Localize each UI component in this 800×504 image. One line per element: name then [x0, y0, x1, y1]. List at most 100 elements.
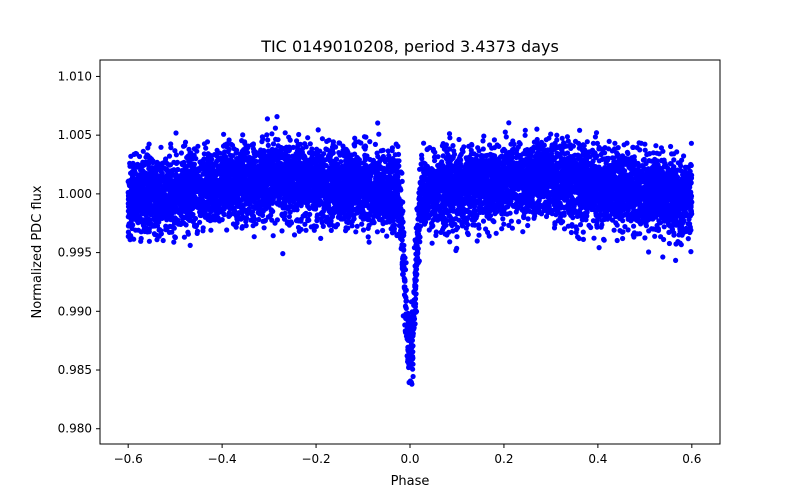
data-point: [318, 235, 324, 241]
data-point: [668, 143, 674, 150]
data-point: [456, 136, 462, 143]
data-point: [380, 227, 386, 234]
data-point: [361, 134, 368, 140]
data-point: [480, 218, 487, 224]
data-point: [173, 130, 179, 136]
data-point: [282, 130, 288, 136]
data-point: [375, 120, 381, 126]
data-point: [614, 237, 620, 244]
data-point: [307, 141, 313, 147]
data-point: [366, 239, 372, 245]
data-point: [572, 138, 579, 144]
data-point: [490, 218, 496, 224]
data-point: [688, 249, 694, 255]
data-point: [476, 225, 482, 231]
data-point: [580, 229, 586, 235]
data-point: [302, 221, 308, 227]
data-point: [168, 141, 174, 147]
data-point: [564, 134, 571, 140]
data-point: [687, 221, 693, 227]
data-point: [470, 222, 476, 228]
data-point: [319, 136, 325, 142]
data-point: [577, 222, 584, 228]
data-point: [440, 153, 446, 159]
data-point: [584, 139, 590, 145]
data-point: [171, 239, 177, 245]
data-point: [178, 150, 184, 156]
data-point: [265, 137, 271, 143]
data-point: [384, 233, 390, 239]
data-point: [303, 227, 309, 233]
data-point: [354, 223, 360, 229]
data-point: [270, 141, 277, 147]
data-point: [399, 170, 405, 176]
data-point: [365, 225, 371, 231]
data-point: [280, 251, 286, 257]
data-point: [594, 222, 600, 228]
data-point: [251, 234, 257, 240]
data-point: [671, 230, 677, 236]
data-point: [656, 151, 662, 157]
data-point: [433, 229, 439, 235]
data-point: [447, 239, 453, 245]
data-point: [612, 146, 618, 152]
data-point: [349, 223, 355, 229]
data-point: [419, 156, 425, 162]
data-point: [417, 239, 423, 245]
data-point: [520, 229, 526, 235]
data-point: [671, 157, 677, 163]
data-point: [410, 373, 416, 380]
data-point: [642, 141, 648, 147]
data-point: [513, 209, 519, 215]
data-point: [365, 234, 371, 240]
data-point: [380, 147, 386, 153]
data-point: [261, 225, 267, 231]
data-point: [166, 153, 173, 159]
data-point: [168, 145, 174, 151]
data-point: [666, 229, 672, 235]
data-point: [314, 214, 320, 220]
data-point: [554, 132, 560, 138]
data-point: [480, 146, 486, 152]
data-point: [239, 224, 246, 230]
data-point: [569, 222, 575, 228]
data-point: [133, 150, 139, 157]
data-point: [476, 232, 482, 238]
data-point: [328, 227, 334, 233]
data-point: [681, 153, 687, 159]
data-point: [660, 254, 666, 260]
data-point: [442, 231, 448, 237]
data-point: [606, 138, 612, 144]
data-point: [593, 130, 600, 136]
data-point: [453, 227, 459, 233]
data-point: [269, 217, 275, 223]
data-point: [221, 131, 227, 137]
data-point: [543, 137, 549, 143]
data-point: [376, 131, 382, 137]
data-point: [395, 143, 401, 149]
data-point: [502, 129, 508, 135]
data-point: [146, 238, 152, 244]
data-point: [182, 139, 189, 145]
data-point: [243, 218, 249, 225]
data-point: [250, 218, 256, 224]
data-point: [173, 152, 179, 158]
data-point: [447, 135, 453, 141]
data-point: [508, 218, 514, 224]
data-point: [160, 237, 166, 244]
data-point: [385, 148, 391, 154]
data-point: [291, 232, 298, 238]
data-point: [172, 148, 178, 154]
data-point: [403, 298, 409, 304]
data-point: [375, 153, 381, 160]
data-point: [450, 143, 456, 149]
data-point: [661, 224, 667, 230]
data-point: [516, 219, 522, 225]
data-point: [631, 223, 637, 229]
data-point: [652, 233, 658, 239]
data-points: [125, 114, 695, 387]
data-point: [568, 229, 575, 236]
data-point: [274, 217, 280, 223]
data-point: [224, 227, 230, 233]
